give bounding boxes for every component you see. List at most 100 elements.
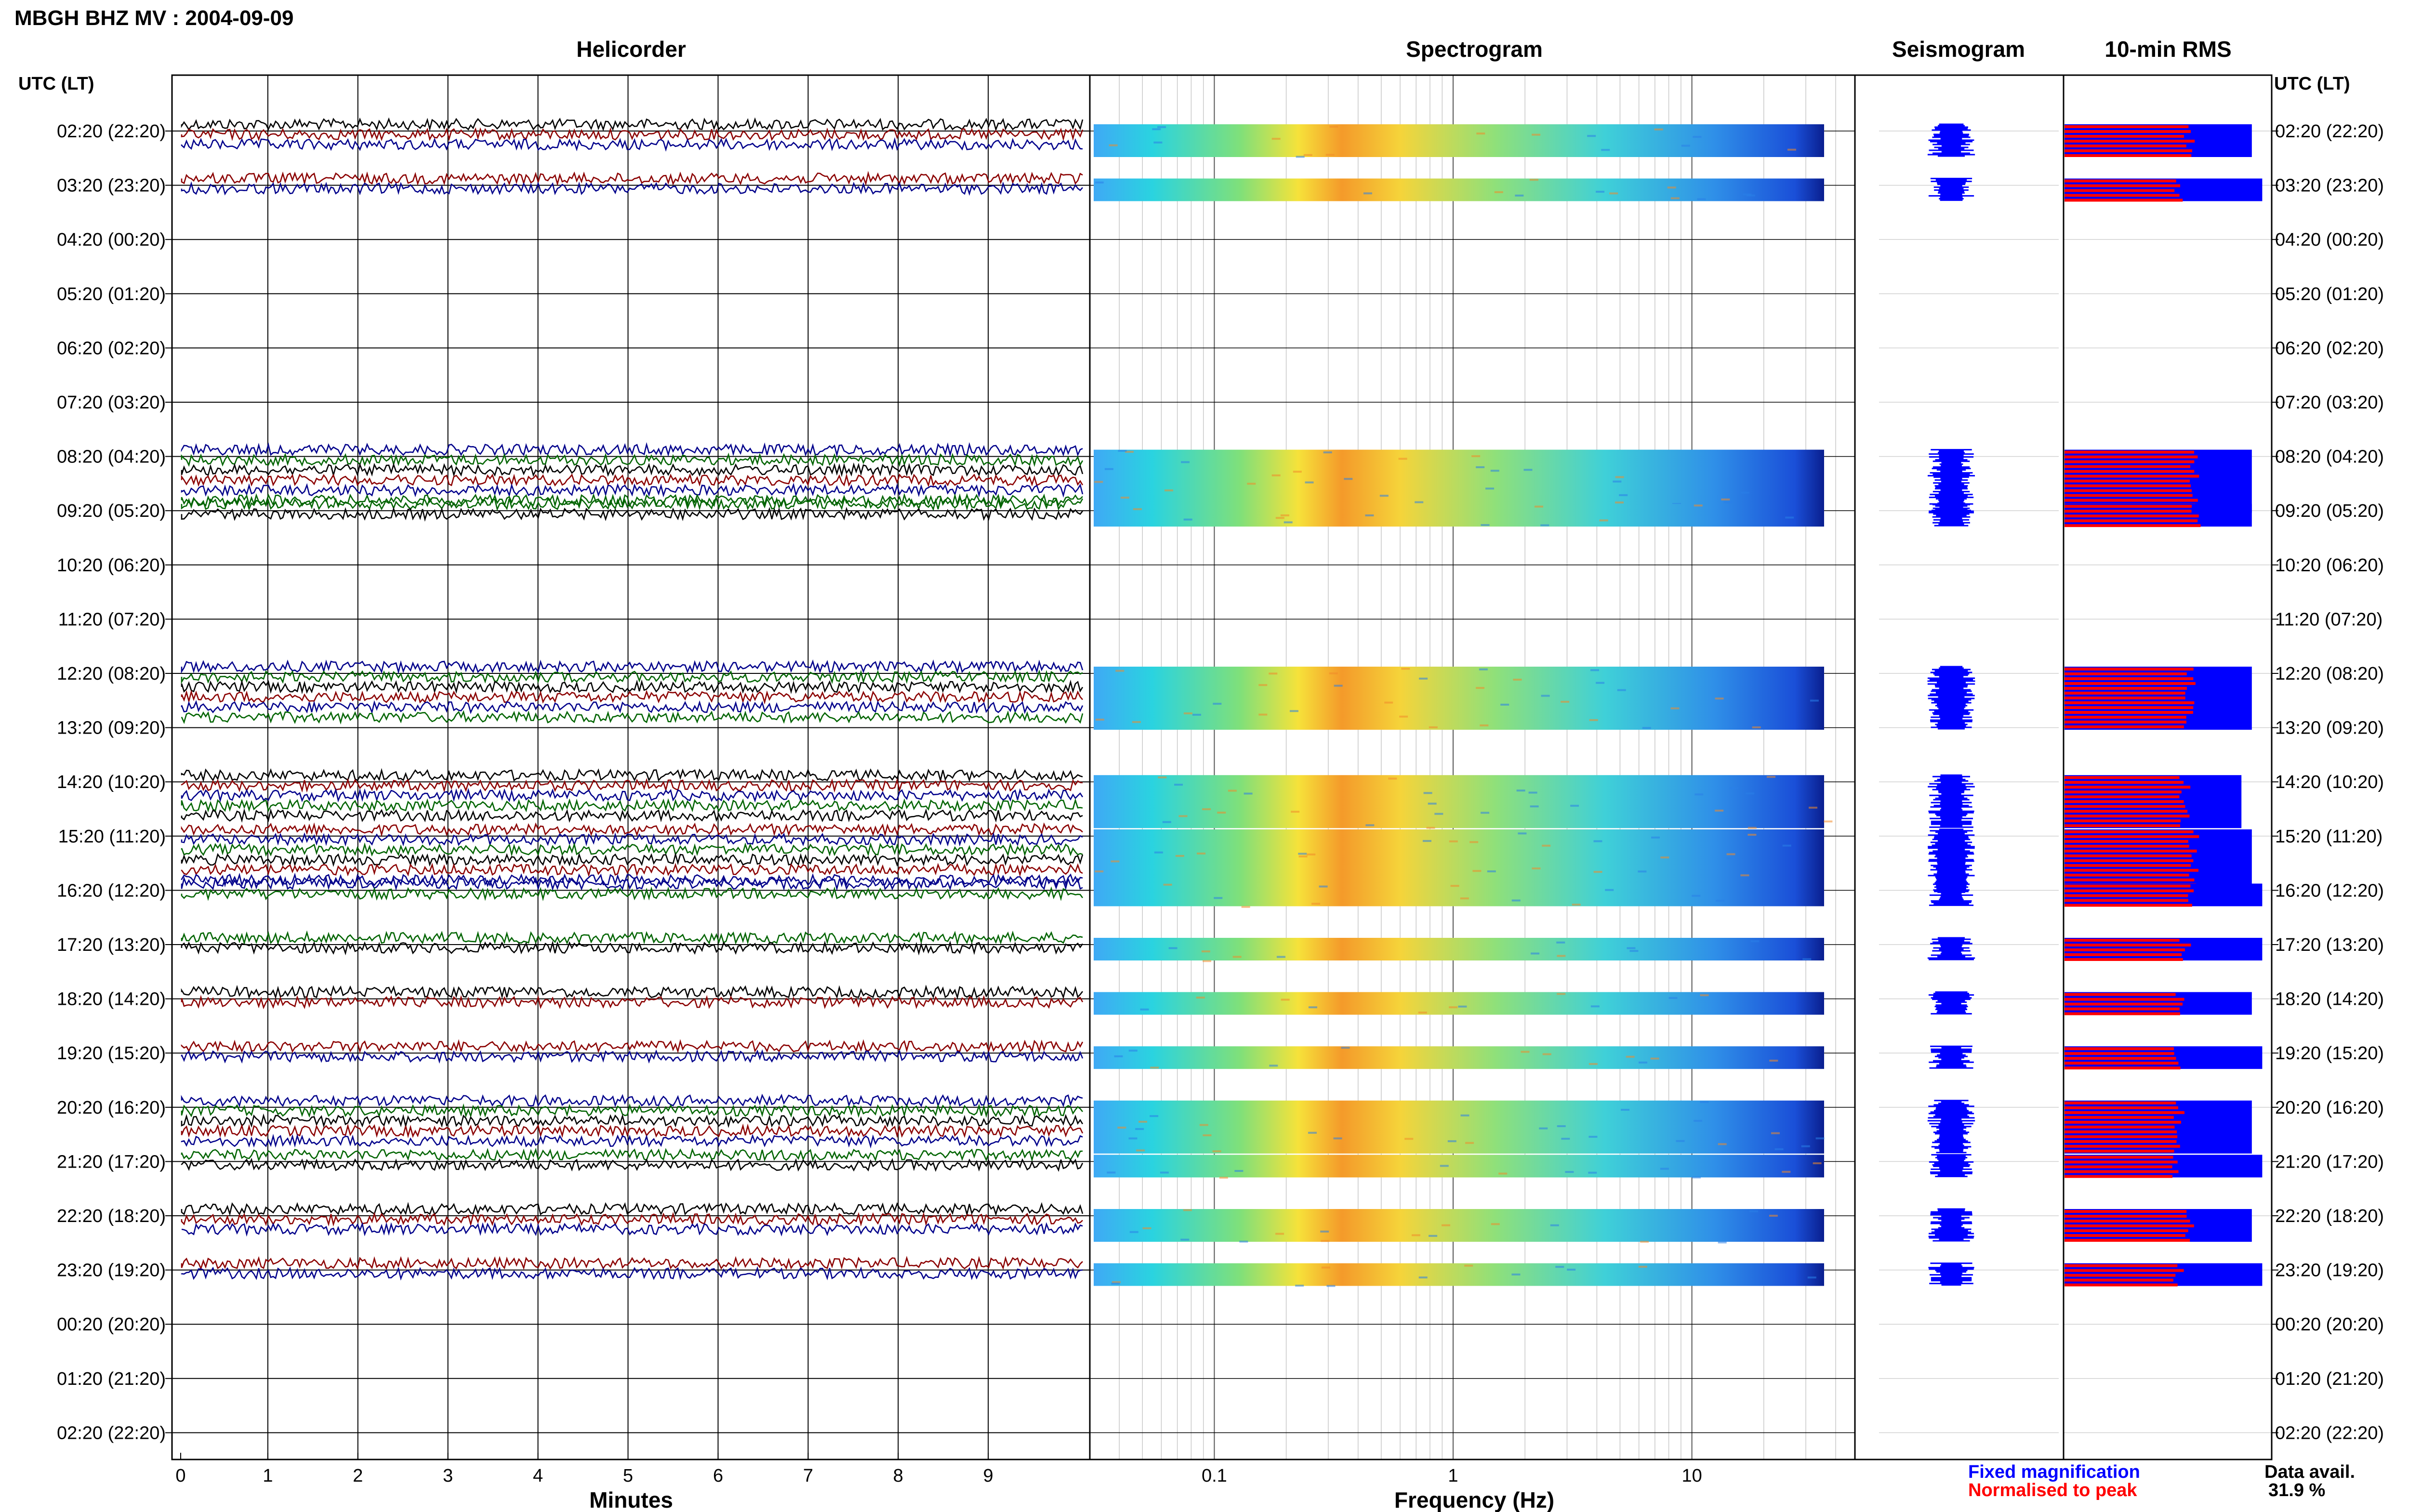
spectrogram-speckle <box>1557 993 1566 995</box>
rms-normalised-bar <box>2065 1149 2174 1153</box>
helicorder-trace <box>181 768 1083 783</box>
rms-normalised-bar <box>2065 830 2194 833</box>
rms-normalised-bar <box>2065 1160 2178 1164</box>
helicorder-trace <box>181 462 1084 478</box>
seismogram-trace <box>1928 1262 1974 1286</box>
rms-normalised-bar <box>2065 844 2189 848</box>
spectrogram-speckle <box>1740 491 1749 494</box>
spectrogram-speckle <box>1419 677 1428 680</box>
time-label-right: 20:20 (16:20) <box>2275 1098 2384 1118</box>
spectrogram-speckle <box>1529 179 1538 181</box>
spectrogram-speckle <box>1485 487 1495 490</box>
spectrogram-speckle <box>1639 1061 1648 1064</box>
spectrogram-speckle <box>1542 1053 1551 1055</box>
helicorder-trace <box>181 930 1083 946</box>
rms-normalised-bar <box>2065 904 2192 907</box>
rms-normalised-bar <box>2065 1007 2180 1011</box>
time-label-right: 08:20 (04:20) <box>2275 447 2384 467</box>
helicorder-trace <box>181 171 1083 186</box>
rms-normalised-bar <box>2065 805 2185 808</box>
time-label-right: 22:20 (18:20) <box>2275 1206 2384 1226</box>
seismogram-trace <box>1928 991 1974 1015</box>
spectrogram-speckle <box>1280 514 1289 516</box>
spectrogram-speckle <box>1447 1140 1456 1143</box>
spectrogram-speckle <box>1203 1134 1212 1136</box>
spectrogram-speckle <box>1160 1171 1169 1174</box>
spectrogram-speckle <box>1232 956 1242 958</box>
spectrogram-speckle <box>1199 1124 1208 1126</box>
rms-normalised-bar <box>2065 725 2184 728</box>
seismogram-trace <box>1927 666 1975 730</box>
spectrogram-speckle <box>1323 451 1332 454</box>
time-label-left: 08:20 (04:20) <box>57 447 166 467</box>
spectrogram-speckle <box>1802 958 1812 960</box>
spectrogram-speckle <box>1769 1214 1778 1217</box>
spectrogram-speckle <box>1298 853 1307 855</box>
spectrogram-speckle <box>1692 894 1701 897</box>
spectrogram-speckle <box>1813 1162 1822 1165</box>
spectrogram-title: Spectrogram <box>1406 37 1543 62</box>
spectrogram-band <box>1094 449 1824 513</box>
spectrogram-speckle <box>1481 812 1490 814</box>
spectrogram-speckle <box>1217 812 1226 814</box>
helicorder-trace <box>181 137 1083 152</box>
spectrogram-speckle <box>1747 834 1757 836</box>
spectrogram-speckle <box>1472 870 1482 872</box>
spectrogram-speckle <box>1183 518 1192 521</box>
rms-normalised-bar <box>2065 711 2193 714</box>
spectrogram-speckle <box>1601 149 1610 151</box>
minute-tick-label: 2 <box>353 1466 363 1486</box>
spectrogram-speckle <box>1513 678 1522 681</box>
rms-normalised-bar <box>2065 1002 2183 1006</box>
spectrogram-speckle <box>1521 1051 1530 1053</box>
spectrogram-speckle <box>1458 1005 1467 1008</box>
spectrogram-speckle <box>1321 1240 1330 1242</box>
spectrogram-band <box>1094 1155 1824 1178</box>
rms-normalised-bar <box>2065 795 2180 799</box>
spectrogram-speckle <box>1363 192 1372 195</box>
time-label-right: 07:20 (03:20) <box>2275 393 2384 413</box>
time-label-left: 12:20 (08:20) <box>57 664 166 684</box>
rms-normalised-bar <box>2065 682 2196 685</box>
spectrogram-speckle <box>1163 883 1172 886</box>
time-label-left: 20:20 (16:20) <box>57 1098 166 1118</box>
spectrogram-speckle <box>1168 947 1178 949</box>
rms-normalised-bar <box>2065 894 2188 897</box>
spectrogram-speckle <box>1749 1210 1759 1212</box>
rms-normalised-bar <box>2065 998 2184 1001</box>
spectrogram-speckle <box>1651 836 1660 839</box>
rms-normalised-bar <box>2065 1106 2178 1109</box>
time-label-right: 05:20 (01:20) <box>2275 284 2384 304</box>
rms-normalised-bar <box>2065 1269 2184 1272</box>
spectrogram-speckle <box>1157 126 1166 128</box>
spectrogram-speckle <box>1135 1128 1144 1130</box>
spectrogram-band <box>1094 775 1824 828</box>
spectrogram-band <box>1094 1046 1824 1069</box>
spectrogram-speckle <box>1681 145 1690 147</box>
spectrogram-speckle <box>1605 889 1614 891</box>
spectrogram-speckle <box>1341 1047 1350 1049</box>
rms-normalised-bar <box>2065 948 2185 951</box>
rms-normalised-bar <box>2065 776 2180 779</box>
spectrogram-speckle <box>1241 906 1250 908</box>
rms-normalised-bar <box>2065 184 2181 187</box>
rms-normalised-bar <box>2065 878 2195 881</box>
spectrogram-speckle <box>1202 808 1211 810</box>
rms-normalised-bar <box>2065 1239 2190 1242</box>
spectrogram-speckle <box>1293 471 1302 473</box>
helicorder-trace <box>181 798 1083 813</box>
spectrogram-speckle <box>1142 1227 1152 1229</box>
spectrogram-speckle <box>1298 855 1308 858</box>
time-label-right: 10:20 (06:20) <box>2275 555 2384 576</box>
minute-tick-label: 5 <box>623 1466 633 1486</box>
rms-normalised-bar <box>2065 800 2184 803</box>
spectrogram-speckle <box>1399 715 1408 718</box>
minute-tick-label: 9 <box>983 1466 993 1486</box>
spectrogram-speckle <box>1308 1131 1317 1134</box>
spectrogram-speckle <box>1422 840 1431 842</box>
time-label-right: 14:20 (10:20) <box>2275 772 2384 792</box>
rms-normalised-bar <box>2065 944 2191 947</box>
helicorder-trace <box>181 493 1083 508</box>
spectrogram-speckle <box>1494 191 1503 193</box>
spectrogram-speckle <box>1730 992 1739 995</box>
